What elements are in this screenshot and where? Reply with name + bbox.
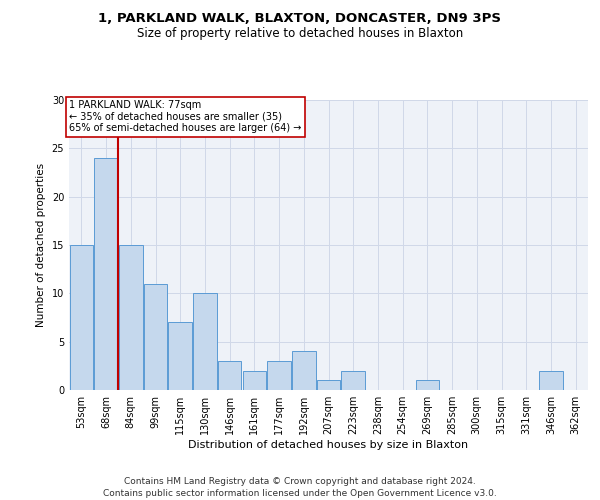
Bar [317, 380, 340, 390]
Bar [70, 245, 93, 390]
Bar [268, 361, 291, 390]
Bar [242, 370, 266, 390]
Text: Contains HM Land Registry data © Crown copyright and database right 2024.
Contai: Contains HM Land Registry data © Crown c… [103, 476, 497, 498]
Bar [218, 361, 241, 390]
Text: Size of property relative to detached houses in Blaxton: Size of property relative to detached ho… [137, 28, 463, 40]
Text: 1, PARKLAND WALK, BLAXTON, DONCASTER, DN9 3PS: 1, PARKLAND WALK, BLAXTON, DONCASTER, DN… [98, 12, 502, 26]
Text: 1 PARKLAND WALK: 77sqm
← 35% of detached houses are smaller (35)
65% of semi-det: 1 PARKLAND WALK: 77sqm ← 35% of detached… [69, 100, 301, 133]
Bar [144, 284, 167, 390]
Bar [292, 352, 316, 390]
Bar [169, 322, 192, 390]
Bar [341, 370, 365, 390]
X-axis label: Distribution of detached houses by size in Blaxton: Distribution of detached houses by size … [188, 440, 469, 450]
Bar [193, 294, 217, 390]
Y-axis label: Number of detached properties: Number of detached properties [36, 163, 46, 327]
Bar [539, 370, 563, 390]
Bar [119, 245, 143, 390]
Bar [94, 158, 118, 390]
Bar [416, 380, 439, 390]
